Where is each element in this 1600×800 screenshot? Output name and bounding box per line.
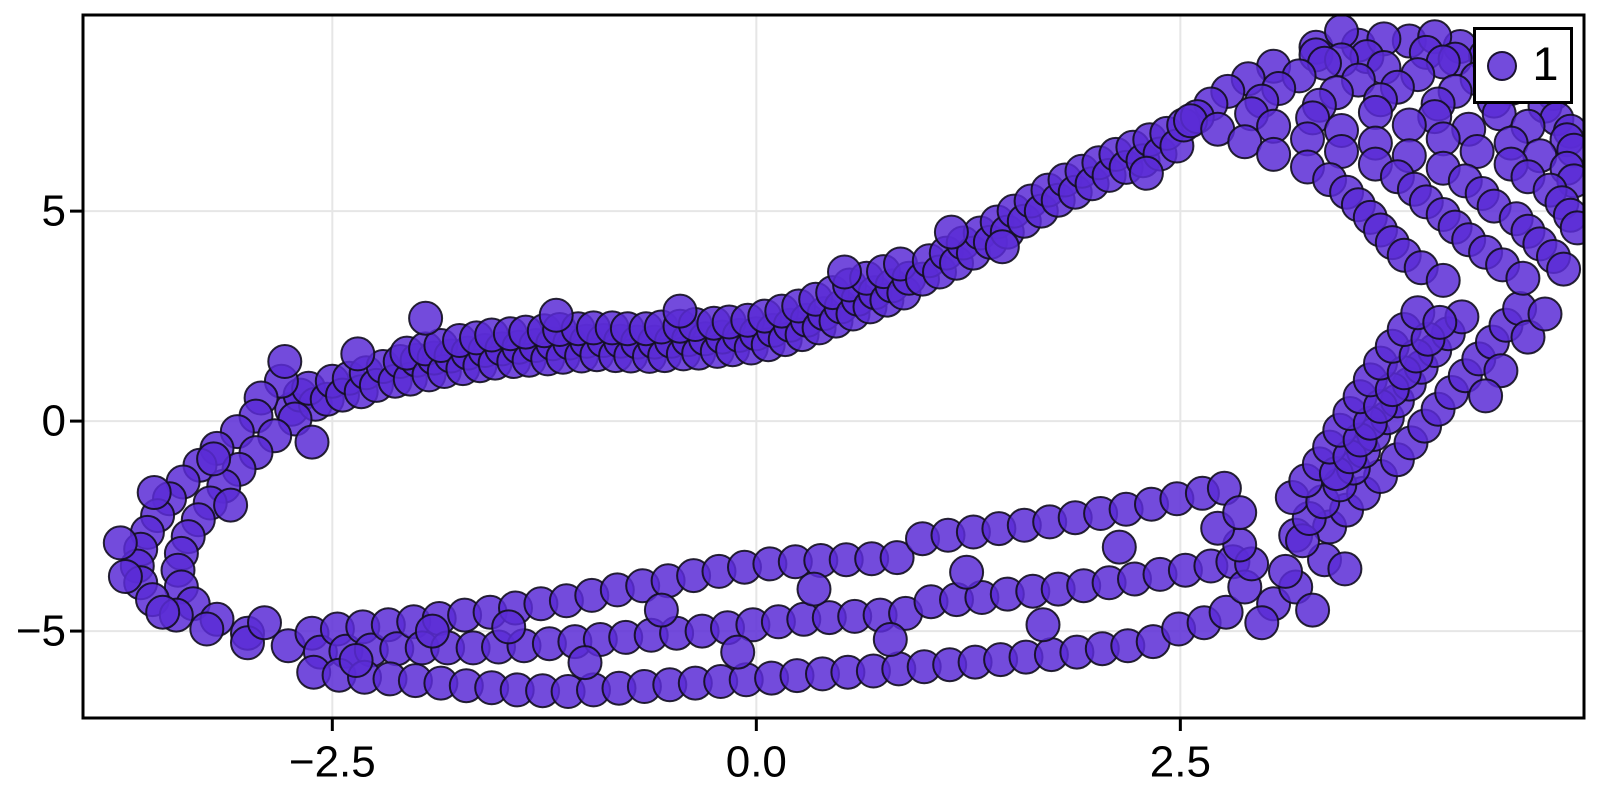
legend-marker-circle [1487,50,1518,81]
axis-ticks [70,209,1182,731]
scatter-point [1227,124,1263,160]
scatter-point [491,609,527,645]
x-tick-label: −2.5 [289,738,376,787]
scatter-point [414,613,450,649]
scatter-point [1244,605,1280,641]
scatter-point [1468,378,1504,414]
scatter-point [213,487,249,523]
scatter-point [567,645,603,681]
scatter-point [267,344,303,379]
scatter-point [933,214,969,250]
y-tick-label: 0 [42,397,66,446]
scatter-point [1101,529,1137,565]
scatter-point [102,525,138,561]
scatter-point [827,254,862,290]
scatter-point [107,559,143,594]
scatter-point [294,424,330,460]
scatter-point [1025,607,1061,643]
scatter-point [408,300,444,336]
y-tick-label: −5 [16,607,66,656]
scatter-point [1505,260,1541,296]
scatter-point [189,611,225,647]
scatter-point [1295,592,1331,628]
plot-frame [81,13,1586,720]
scatter-point [338,643,374,678]
legend-box: 1 [1473,27,1573,104]
scatter-point [720,634,756,670]
scatter-point [643,592,679,628]
y-tick-label: 5 [42,187,66,236]
scatter-point [1256,136,1292,172]
x-tick-label: 2.5 [1150,738,1211,787]
scatter-point [949,554,985,590]
axis-tick-labels: −2.5 0.0 2.5 5 0 −5 [16,187,1211,787]
scatter-point [136,475,172,510]
scatter-point [1327,551,1363,587]
scatter-point [796,571,832,607]
scatter-point [247,605,282,641]
scatter-point [879,540,915,576]
scatter-point [1559,210,1583,246]
scatter-point [1527,296,1563,332]
scatter-point [1459,134,1495,169]
scatter-point [1128,155,1164,191]
scatter-point [538,297,574,333]
scatter-point [145,594,181,630]
scatter-point [1208,594,1244,630]
scatter-point [340,336,376,372]
scatter-point [1483,353,1519,389]
scatter-series [102,16,1583,709]
scatter-point [984,229,1020,265]
scatter-point [1422,304,1458,340]
scatter-point [872,622,908,657]
scatter-point [1425,262,1461,298]
scatter-point [662,293,698,329]
scatter-point [1425,121,1461,157]
scatter-point [196,441,232,477]
legend-series-label: 1 [1532,37,1559,90]
scatter-point [1357,94,1393,130]
x-tick-label: 0.0 [726,738,787,787]
scatter-point [1391,107,1427,143]
scatter-point [1268,553,1303,589]
scatter-point [1222,495,1258,531]
scatter-point [1546,251,1582,287]
